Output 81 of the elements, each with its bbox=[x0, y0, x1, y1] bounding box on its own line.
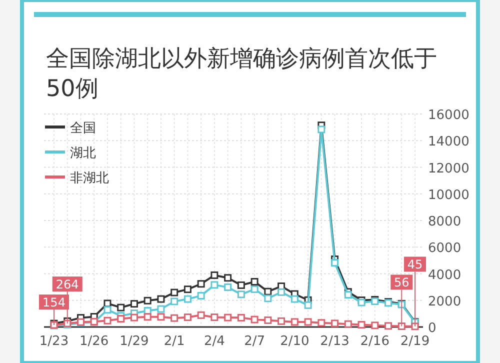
y-tick-label: 12000 bbox=[428, 161, 470, 176]
point bbox=[224, 274, 232, 282]
y-tick-label: 14000 bbox=[428, 134, 470, 150]
point bbox=[184, 295, 192, 303]
point bbox=[184, 314, 192, 322]
point bbox=[264, 316, 272, 324]
point bbox=[130, 314, 138, 322]
point bbox=[344, 320, 352, 328]
y-tick-label: 8000 bbox=[428, 214, 462, 230]
point bbox=[290, 295, 298, 303]
y-tick-label: 16000 bbox=[428, 108, 470, 123]
point bbox=[104, 300, 112, 308]
x-tick-label: 2/13 bbox=[320, 334, 350, 349]
point bbox=[237, 290, 245, 298]
x-tick-label: 1/23 bbox=[39, 334, 69, 349]
point bbox=[358, 298, 366, 306]
point bbox=[210, 314, 218, 322]
legend-label: 非湖北 bbox=[70, 171, 109, 186]
x-tick-label: 2/4 bbox=[204, 334, 225, 349]
point bbox=[170, 298, 178, 306]
x-tick-label: 2/1 bbox=[164, 334, 185, 349]
point bbox=[170, 288, 178, 296]
point bbox=[130, 300, 138, 308]
point bbox=[318, 319, 326, 327]
point bbox=[157, 313, 165, 321]
point bbox=[371, 322, 379, 330]
data-label: 56 bbox=[394, 276, 410, 290]
data-label: 264 bbox=[56, 278, 79, 292]
point bbox=[197, 311, 205, 319]
data-label: 45 bbox=[407, 258, 423, 272]
legend-label: 湖北 bbox=[70, 146, 96, 161]
point bbox=[358, 320, 366, 328]
x-tick-label: 2/16 bbox=[360, 334, 390, 349]
point bbox=[104, 306, 112, 314]
point bbox=[250, 278, 258, 286]
point bbox=[250, 285, 258, 293]
point bbox=[210, 271, 218, 279]
point bbox=[104, 316, 112, 324]
point bbox=[157, 295, 165, 303]
x-tick-label: 1/26 bbox=[80, 334, 109, 349]
point bbox=[224, 283, 232, 291]
point bbox=[117, 314, 125, 322]
point bbox=[278, 317, 286, 325]
legend-label: 全国 bbox=[70, 121, 96, 136]
y-tick-label: 6000 bbox=[428, 241, 462, 256]
point bbox=[210, 281, 218, 289]
point bbox=[304, 301, 312, 309]
x-tick-label: 2/19 bbox=[400, 334, 430, 349]
point bbox=[157, 305, 165, 313]
point bbox=[384, 322, 392, 330]
point bbox=[144, 313, 152, 321]
point bbox=[318, 126, 326, 134]
data-label: 154 bbox=[42, 296, 66, 310]
point bbox=[250, 316, 258, 324]
point bbox=[117, 304, 125, 312]
point bbox=[264, 288, 272, 296]
point bbox=[144, 296, 152, 304]
y-tick-label: 4000 bbox=[428, 268, 462, 283]
point bbox=[278, 288, 286, 296]
point bbox=[304, 318, 312, 326]
x-tick-label: 1/29 bbox=[120, 334, 149, 349]
point bbox=[331, 259, 339, 267]
point bbox=[184, 286, 192, 294]
point bbox=[264, 294, 272, 302]
point bbox=[331, 320, 339, 328]
point bbox=[197, 280, 205, 288]
y-tick-label: 10000 bbox=[428, 188, 470, 203]
x-tick-label: 2/7 bbox=[244, 334, 266, 349]
y-tick-label: 0 bbox=[428, 321, 436, 336]
point bbox=[237, 281, 245, 289]
point bbox=[170, 314, 178, 322]
x-tick-label: 2/10 bbox=[280, 334, 310, 349]
point bbox=[290, 318, 298, 326]
point bbox=[237, 314, 245, 322]
point bbox=[224, 314, 232, 322]
y-tick-label: 2000 bbox=[428, 294, 462, 310]
point bbox=[197, 292, 205, 300]
point bbox=[344, 291, 352, 299]
point bbox=[398, 322, 406, 330]
point bbox=[411, 322, 419, 330]
chart-title: 全国除湖北以外新增确诊病例首次低于50例 bbox=[46, 45, 438, 104]
